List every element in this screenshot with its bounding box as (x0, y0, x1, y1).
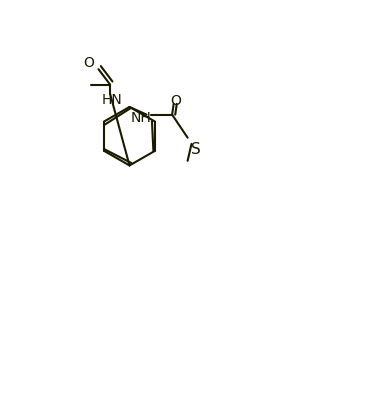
Text: O: O (171, 94, 181, 108)
Text: HN: HN (102, 93, 123, 107)
Text: S: S (191, 142, 200, 157)
Text: O: O (83, 56, 94, 70)
Text: NH: NH (131, 112, 152, 125)
